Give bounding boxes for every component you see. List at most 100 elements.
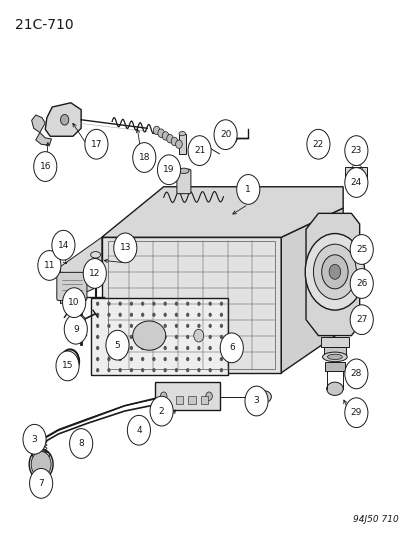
- Circle shape: [118, 313, 121, 317]
- Bar: [320, 337, 348, 348]
- Ellipse shape: [90, 252, 100, 258]
- Circle shape: [219, 368, 223, 372]
- Circle shape: [129, 357, 133, 361]
- Ellipse shape: [327, 354, 342, 360]
- Circle shape: [129, 324, 133, 328]
- Circle shape: [197, 357, 200, 361]
- Circle shape: [185, 357, 189, 361]
- Circle shape: [163, 313, 166, 317]
- Circle shape: [208, 324, 211, 328]
- Circle shape: [60, 115, 69, 125]
- Circle shape: [349, 235, 373, 264]
- Circle shape: [141, 335, 144, 339]
- Circle shape: [349, 269, 373, 298]
- Circle shape: [141, 346, 144, 350]
- Circle shape: [188, 136, 211, 165]
- Polygon shape: [45, 103, 81, 136]
- Circle shape: [197, 313, 200, 317]
- Polygon shape: [31, 115, 45, 133]
- Circle shape: [129, 346, 133, 350]
- Circle shape: [185, 313, 189, 317]
- Bar: [324, 362, 344, 370]
- Text: 1: 1: [245, 185, 251, 194]
- Circle shape: [96, 368, 99, 372]
- Circle shape: [244, 386, 268, 416]
- Polygon shape: [280, 208, 342, 373]
- Circle shape: [208, 368, 211, 372]
- Text: 18: 18: [138, 153, 150, 162]
- Circle shape: [118, 335, 121, 339]
- Circle shape: [107, 313, 110, 317]
- Text: 27: 27: [355, 315, 366, 324]
- Text: 24: 24: [350, 178, 361, 187]
- Ellipse shape: [258, 391, 271, 402]
- Circle shape: [29, 469, 52, 498]
- Circle shape: [107, 324, 110, 328]
- Circle shape: [118, 346, 121, 350]
- Circle shape: [208, 313, 211, 317]
- Circle shape: [96, 302, 99, 306]
- Polygon shape: [102, 237, 280, 373]
- Bar: [108, 241, 274, 368]
- Text: 12: 12: [89, 269, 100, 278]
- Circle shape: [96, 346, 99, 350]
- Circle shape: [129, 313, 133, 317]
- Ellipse shape: [326, 382, 342, 395]
- Bar: [178, 134, 185, 154]
- Circle shape: [313, 244, 356, 300]
- Circle shape: [197, 335, 200, 339]
- Text: 14: 14: [57, 241, 69, 250]
- Text: 5: 5: [114, 341, 120, 350]
- Circle shape: [141, 357, 144, 361]
- Circle shape: [174, 368, 178, 372]
- Circle shape: [85, 130, 108, 159]
- Text: 3: 3: [31, 435, 37, 444]
- Circle shape: [160, 392, 166, 400]
- Circle shape: [163, 368, 166, 372]
- Ellipse shape: [178, 168, 189, 173]
- Circle shape: [152, 357, 155, 361]
- Circle shape: [344, 136, 367, 165]
- Text: 16: 16: [39, 162, 51, 171]
- Circle shape: [114, 233, 137, 263]
- Circle shape: [48, 264, 54, 272]
- Circle shape: [219, 346, 223, 350]
- Circle shape: [185, 324, 189, 328]
- Circle shape: [304, 233, 364, 310]
- Ellipse shape: [133, 321, 165, 350]
- Circle shape: [23, 424, 46, 454]
- Circle shape: [219, 313, 223, 317]
- FancyBboxPatch shape: [347, 144, 361, 159]
- Circle shape: [163, 335, 166, 339]
- Text: 13: 13: [119, 244, 131, 253]
- Text: 15: 15: [62, 361, 73, 370]
- Bar: [344, 167, 366, 179]
- Circle shape: [344, 359, 367, 389]
- FancyBboxPatch shape: [57, 272, 87, 301]
- Circle shape: [96, 335, 99, 339]
- Circle shape: [33, 152, 57, 181]
- Text: 29: 29: [350, 408, 361, 417]
- Text: 26: 26: [355, 279, 366, 288]
- Text: 25: 25: [355, 245, 366, 254]
- Circle shape: [141, 313, 144, 317]
- Circle shape: [107, 346, 110, 350]
- Circle shape: [141, 368, 144, 372]
- Circle shape: [152, 346, 155, 350]
- Circle shape: [152, 335, 155, 339]
- Text: 3: 3: [253, 397, 259, 406]
- Polygon shape: [138, 432, 145, 437]
- Circle shape: [174, 357, 178, 361]
- Circle shape: [152, 313, 155, 317]
- Circle shape: [205, 392, 212, 400]
- Circle shape: [107, 357, 110, 361]
- Circle shape: [197, 346, 200, 350]
- Ellipse shape: [178, 132, 185, 136]
- Circle shape: [77, 316, 85, 326]
- Text: 11: 11: [43, 261, 55, 270]
- Polygon shape: [102, 187, 342, 237]
- Bar: [188, 395, 195, 403]
- Text: 21: 21: [193, 146, 205, 155]
- Ellipse shape: [91, 259, 100, 264]
- Circle shape: [106, 330, 129, 360]
